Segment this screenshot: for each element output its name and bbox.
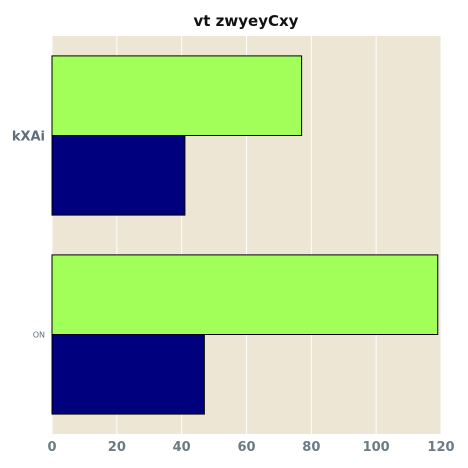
y-axis-ticks: kXAi ON [12, 130, 45, 340]
bar-on-series-1 [51, 334, 205, 415]
x-tick-label-100: 100 [363, 440, 390, 455]
x-tick-label-40: 40 [173, 440, 191, 455]
x-tick-label-60: 60 [237, 440, 255, 455]
bar-on-series-2 [51, 254, 439, 335]
bar-kxai-series-1 [51, 135, 186, 216]
bars [51, 55, 439, 415]
x-tick-label-80: 80 [302, 440, 320, 455]
y-tick-label-kxai: kXAi [12, 130, 45, 145]
x-tick-label-0: 0 [47, 440, 56, 455]
x-tick-label-120: 120 [427, 440, 454, 455]
bar-kxai-series-2 [51, 55, 303, 136]
chart-title: vt zwyeyCxy [194, 12, 299, 30]
x-tick-label-20: 20 [108, 440, 126, 455]
x-axis-ticks: 0 20 40 60 80 100 120 [47, 440, 454, 455]
y-tick-label-on: ON [33, 331, 45, 340]
